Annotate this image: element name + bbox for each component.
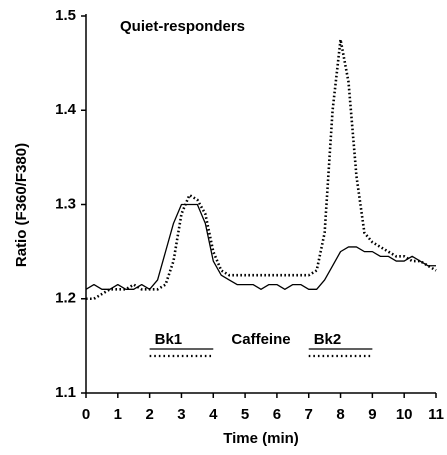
x-tick-label: 6	[273, 406, 281, 423]
annotation: Quiet-responders	[120, 18, 245, 35]
y-axis-label: Ratio (F360/F380)	[13, 143, 30, 267]
period-label: Bk2	[314, 331, 342, 348]
x-tick-label: 8	[336, 406, 344, 423]
y-tick-label: 1.4	[55, 101, 77, 118]
x-tick-label: 1	[114, 406, 122, 423]
series-line	[86, 38, 437, 301]
x-tick-label: 9	[368, 406, 376, 423]
series-line	[85, 203, 436, 290]
x-tick-label: 0	[82, 406, 90, 423]
x-tick-label: 11	[428, 406, 444, 423]
y-tick-label: 1.5	[55, 7, 76, 24]
x-tick-label: 3	[177, 406, 185, 423]
x-axis-label: Time (min)	[223, 430, 299, 447]
x-tick-label: 7	[305, 406, 313, 423]
y-tick-label: 1.1	[55, 384, 76, 401]
x-tick-label: 2	[145, 406, 153, 423]
x-tick-label: 4	[209, 406, 218, 423]
y-tick-label: 1.3	[55, 195, 76, 212]
period-label: Bk1	[155, 331, 183, 348]
x-tick-label: 5	[241, 406, 249, 423]
y-tick-label: 1.2	[55, 290, 76, 307]
x-tick-label: 10	[396, 406, 413, 423]
period-label: Caffeine	[231, 331, 290, 348]
